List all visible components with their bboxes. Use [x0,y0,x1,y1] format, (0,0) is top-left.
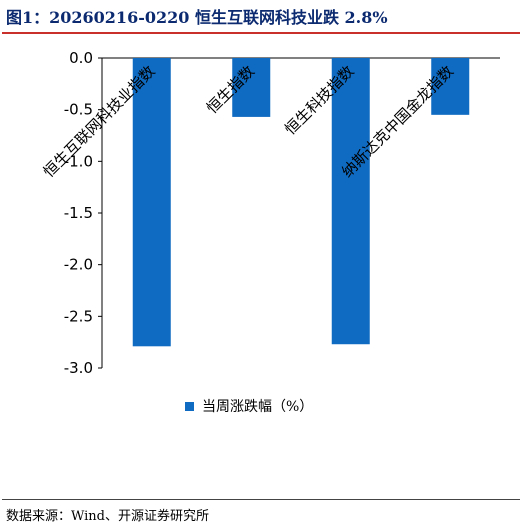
y-tick-label: -2.5 [64,307,93,325]
bar [132,58,171,347]
y-tick-label: -3.0 [64,359,93,377]
bar [232,58,271,117]
title-divider [2,32,520,34]
data-source: 数据来源：Wind、开源证券研究所 [6,509,209,524]
y-tick-label: 0.0 [69,49,93,67]
legend-label: 当周涨跌幅（%） [202,399,314,415]
y-tick-label: -1.0 [64,152,93,170]
footer-divider [2,499,520,500]
bar [431,58,470,115]
chart-legend: 当周涨跌幅（%） [185,396,313,416]
legend-swatch [185,401,194,411]
chart-title: 图1：20260216-0220 恒生互联网科技业跌 2.8% [6,8,388,27]
y-tick-label: -2.0 [64,256,93,274]
bar [331,58,370,345]
y-tick-label: -0.5 [64,101,93,119]
y-tick-label: -1.5 [64,204,93,222]
